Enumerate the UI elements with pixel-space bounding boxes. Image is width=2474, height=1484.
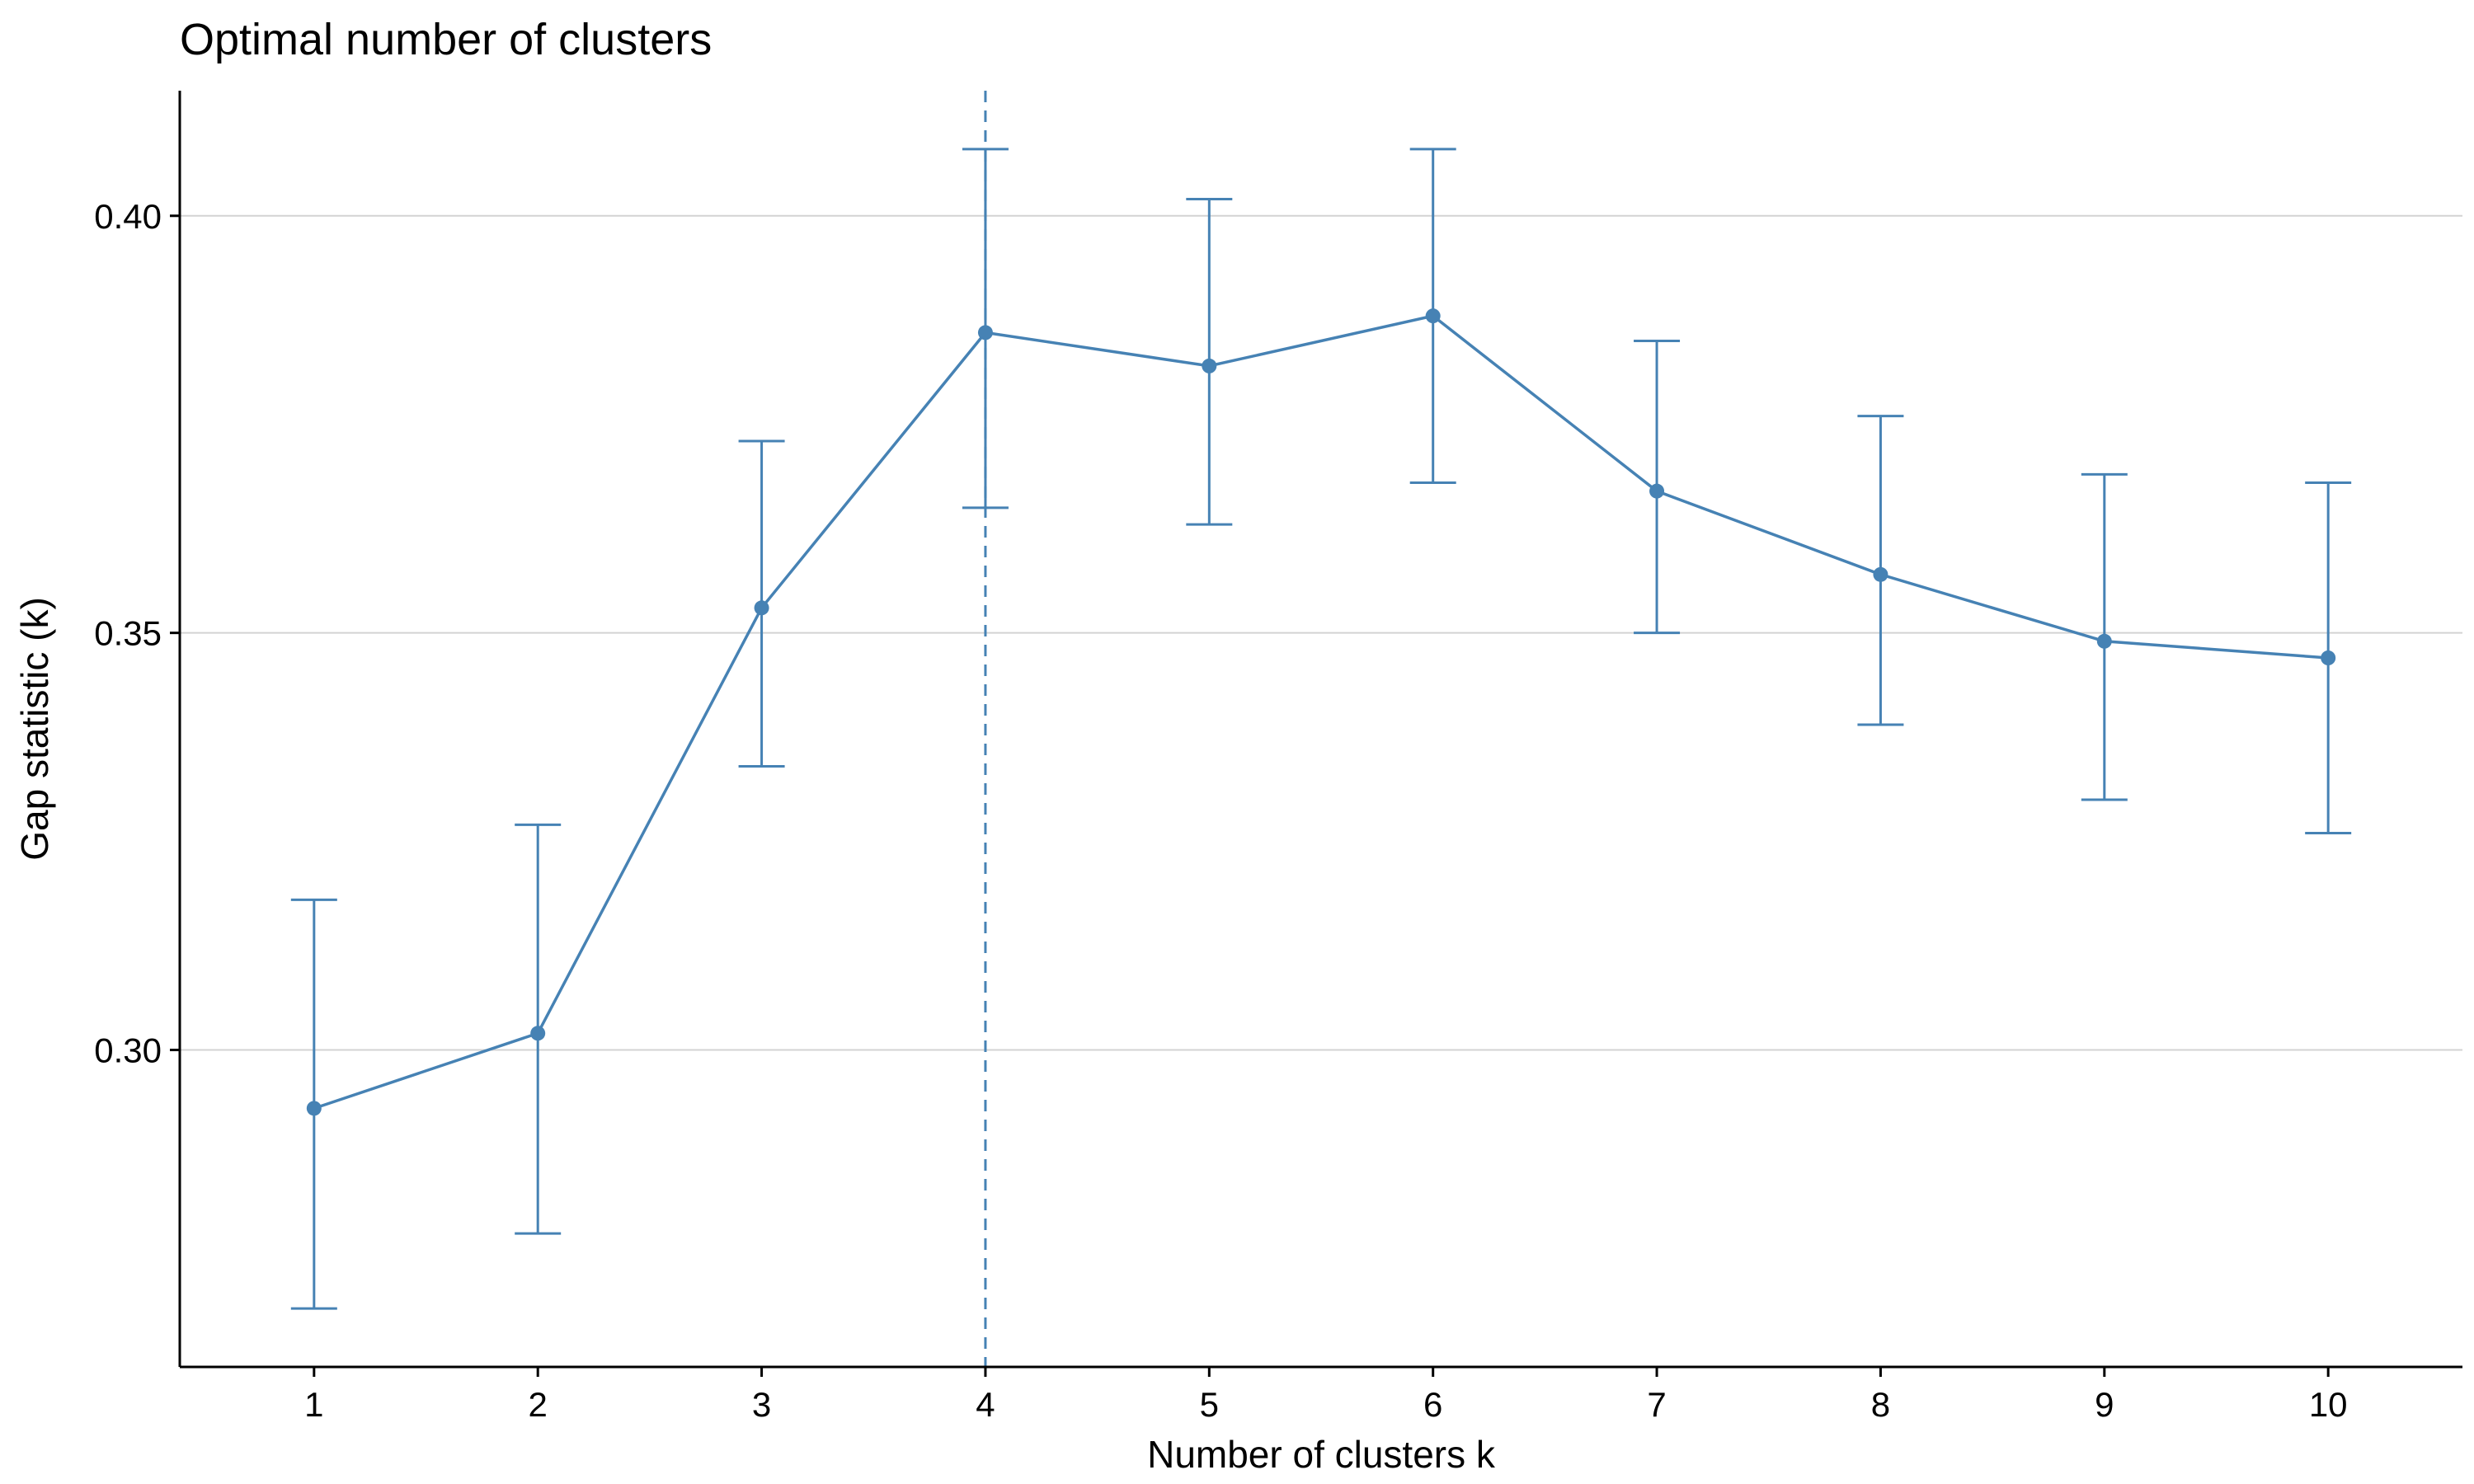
x-tick-label: 6 — [1423, 1385, 1442, 1424]
series-line — [313, 314, 2329, 1111]
y-tick-label: 0.40 — [94, 197, 162, 236]
data-point — [1873, 566, 1888, 582]
y-tick-label: 0.30 — [94, 1031, 162, 1070]
x-tick-label: 2 — [529, 1385, 548, 1424]
data-point — [977, 325, 993, 340]
gridlines — [180, 214, 2462, 1051]
data-point — [754, 600, 769, 616]
y-axis-label: Gap statistic (k) — [13, 597, 56, 861]
x-tick-label: 1 — [304, 1385, 323, 1424]
x-axis-label: Number of clusters k — [1147, 1433, 1496, 1476]
series-polyline — [313, 314, 2329, 1111]
series-points — [306, 308, 2336, 1116]
data-point — [1425, 308, 1441, 324]
data-point — [1649, 483, 1665, 499]
x-tick-label: 10 — [2309, 1385, 2348, 1424]
x-tick-label: 8 — [1871, 1385, 1890, 1424]
x-tick-label: 5 — [1200, 1385, 1219, 1424]
data-point — [306, 1101, 322, 1116]
x-tick-label: 3 — [752, 1385, 771, 1424]
data-point — [1202, 358, 1217, 373]
x-tick-label: 4 — [976, 1385, 995, 1424]
x-tick-label: 9 — [2095, 1385, 2114, 1424]
data-point — [2096, 633, 2112, 649]
y-axis-ticks: 0.30 0.35 0.40 — [94, 197, 180, 1070]
x-axis-ticks: 1 2 3 4 5 6 7 8 9 10 — [304, 1367, 2348, 1424]
data-point — [530, 1026, 546, 1041]
chart-title: Optimal number of clusters — [180, 15, 712, 64]
data-point — [2321, 650, 2336, 665]
x-tick-label: 7 — [1647, 1385, 1666, 1424]
y-tick-label: 0.35 — [94, 614, 162, 653]
